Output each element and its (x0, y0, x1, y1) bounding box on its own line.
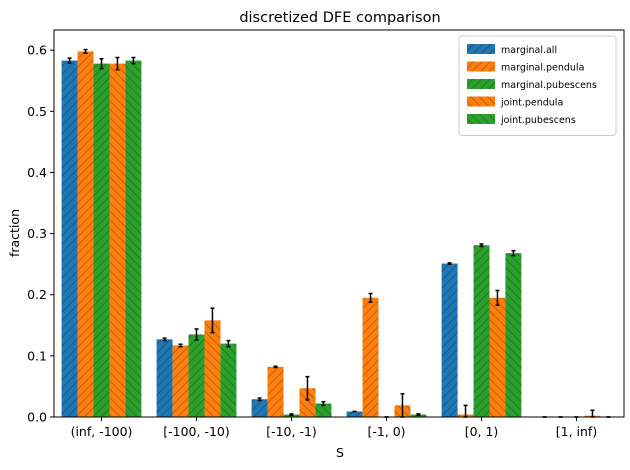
bar-hatch (93, 63, 110, 418)
legend-label: joint.pubescens (500, 115, 576, 126)
bar-hatch (172, 345, 189, 417)
bar-hatch (299, 388, 316, 417)
legend-swatch-hatch (467, 79, 495, 89)
bar-hatch (315, 403, 332, 417)
legend-label: marginal.all (501, 45, 557, 56)
y-tick-label: 0.4 (27, 165, 47, 180)
y-tick-label: 0.6 (27, 43, 47, 58)
bar-hatch (220, 343, 237, 417)
x-axis-label: S (336, 445, 344, 460)
bar-hatch (489, 297, 506, 417)
y-tick-label: 0.3 (27, 226, 47, 241)
x-tick-label: [-100, -10) (163, 424, 230, 439)
bar-hatch (505, 253, 522, 417)
legend-label: joint.pendula (500, 98, 563, 109)
chart-title: discretized DFE comparison (239, 10, 440, 26)
bar-hatch (441, 263, 458, 417)
x-tick-label: [-1, 0) (367, 424, 405, 439)
bar-hatch (267, 366, 284, 417)
legend-swatch-hatch (467, 96, 495, 107)
bar-hatch (188, 334, 205, 417)
x-tick-label: [-10, -1) (266, 424, 317, 439)
y-tick-label: 0.2 (27, 287, 47, 302)
legend-label: marginal.pendula (501, 63, 584, 74)
x-tick-label: [0, 1) (465, 424, 499, 439)
bar-hatch (109, 63, 126, 418)
legend-swatch-hatch (467, 44, 495, 54)
legend-swatch-hatch (467, 114, 495, 124)
x-tick-label: (inf, -100) (71, 424, 133, 439)
axes-frame (53, 29, 625, 418)
legend-box (458, 35, 617, 136)
legend-swatch-hatch (467, 61, 495, 72)
legend-label: marginal.pubescens (501, 80, 597, 91)
bar-hatch (251, 399, 268, 417)
y-tick-label: 0.1 (27, 348, 47, 363)
bar-hatch (61, 60, 78, 417)
plot-area: 0.0 0.1 0.2 0.3 0.4 0.5 0.6 (inf, -100) [-100, -… (27, 29, 625, 439)
bar-hatch (204, 320, 221, 417)
x-tick-label: [1, inf) (556, 424, 597, 439)
y-tick-label: 0.5 (27, 104, 47, 119)
bar-hatch (473, 245, 490, 417)
bar-hatch (77, 51, 94, 418)
bar-hatch (346, 411, 363, 417)
bar-hatch (125, 60, 142, 417)
y-tick-label: 0.0 (27, 410, 47, 425)
bar-hatch (362, 297, 379, 417)
y-axis-label: fraction (7, 209, 22, 257)
bar-hatch (156, 339, 173, 417)
legend: marginal.all marginal.pendula marginal.pub… (458, 35, 617, 136)
